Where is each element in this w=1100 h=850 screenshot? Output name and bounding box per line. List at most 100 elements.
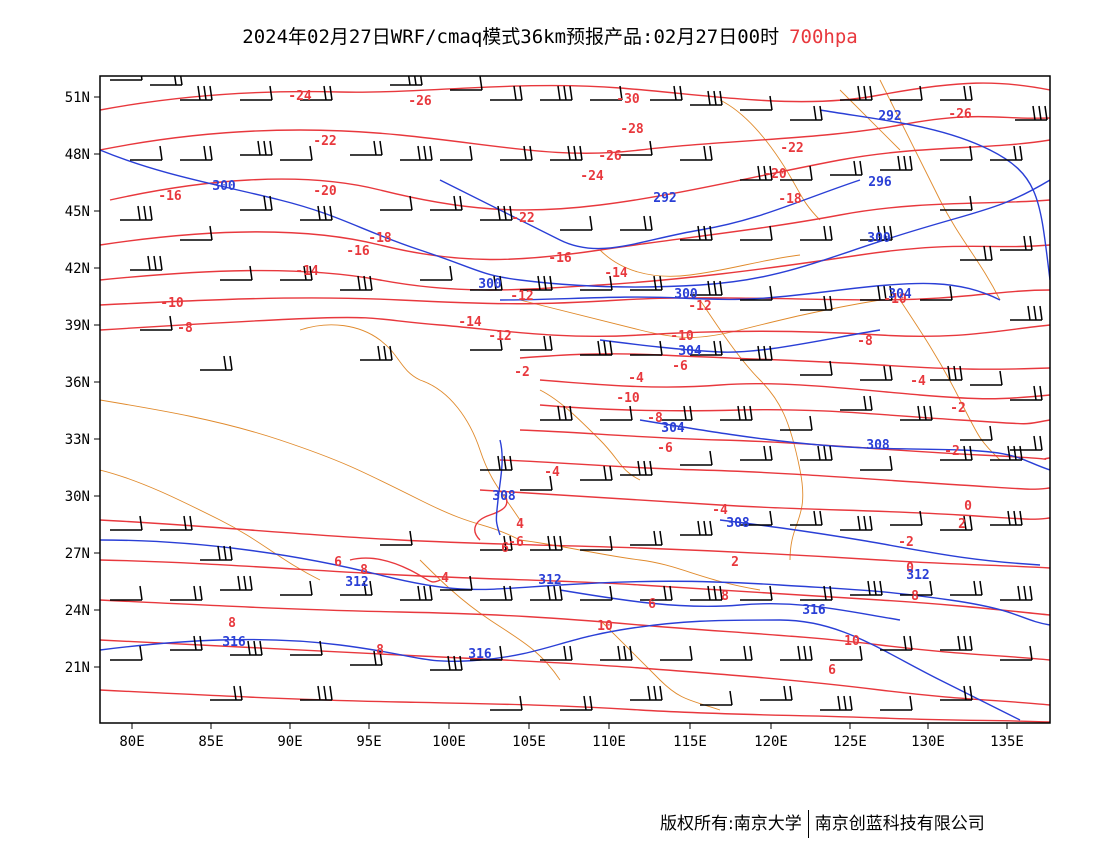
wind-barb bbox=[720, 405, 753, 421]
height-contour-line bbox=[100, 539, 1050, 626]
wind-barb bbox=[480, 455, 513, 471]
wind-barb bbox=[830, 160, 863, 176]
isotherm-line bbox=[349, 557, 441, 583]
isotherm-label: 0 bbox=[906, 561, 914, 576]
lat-label: 42N bbox=[65, 261, 90, 277]
wind-barb bbox=[690, 585, 723, 601]
isotherm-line bbox=[100, 115, 1050, 154]
wind-barb bbox=[740, 510, 773, 526]
wind-barb bbox=[940, 515, 973, 531]
wind-barb bbox=[540, 405, 573, 421]
isotherm-label: -10 bbox=[160, 296, 184, 311]
wind-barb bbox=[800, 295, 833, 311]
title-main: 2024年02月27日WRF/cmaq模式36km预报产品:02月27日00时 bbox=[242, 26, 780, 48]
wind-barb bbox=[1000, 585, 1033, 601]
wind-barb bbox=[800, 225, 833, 241]
wind-barb bbox=[470, 645, 503, 661]
height-label: 304 bbox=[661, 421, 685, 436]
isotherm-label: -24 bbox=[288, 89, 312, 104]
wind-barb bbox=[850, 580, 883, 596]
wind-barb bbox=[360, 345, 393, 361]
wind-barb bbox=[800, 360, 833, 376]
title-level: 700hpa bbox=[789, 26, 858, 48]
isotherm-label: -4 bbox=[628, 371, 644, 386]
isotherm-label: -4 bbox=[910, 374, 926, 389]
isotherm-label: -2 bbox=[898, 535, 914, 550]
height-contour-line bbox=[100, 149, 1050, 288]
wind-barb bbox=[240, 195, 273, 211]
wind-barb bbox=[580, 465, 613, 481]
copyright-footer: 版权所有:南京大学 南京创蓝科技有限公司 bbox=[660, 809, 985, 838]
wind-barb bbox=[740, 585, 773, 601]
axis-labels: 51N 48N 45N 42N 39N 36N 33N 30N 27N 24N 21N 80E 85E 9… bbox=[65, 90, 1024, 750]
wind-barb bbox=[280, 265, 313, 281]
wind-barb bbox=[630, 275, 663, 291]
wind-barb bbox=[600, 645, 633, 661]
isotherm-label: 6 bbox=[334, 555, 342, 570]
wind-barb bbox=[800, 445, 833, 461]
border-line bbox=[879, 79, 1001, 301]
border-line bbox=[599, 619, 721, 711]
map-frame bbox=[99, 75, 1051, 724]
height-labels: 300 292 296 300 300 300 304 304 308 308 308 312 312 3… bbox=[212, 109, 929, 662]
lat-label: 27N bbox=[65, 546, 90, 562]
wind-barb bbox=[470, 335, 503, 351]
isotherm-label: 10 bbox=[597, 619, 613, 634]
height-label: 300 bbox=[478, 277, 502, 292]
isotherm-label: -26 bbox=[408, 94, 432, 109]
isotherm-label: -2 bbox=[944, 444, 960, 459]
isotherm-label: -12 bbox=[488, 329, 511, 344]
wind-barb bbox=[680, 145, 713, 161]
height-label: 312 bbox=[538, 573, 561, 588]
wind-barb bbox=[340, 580, 373, 596]
lat-label: 33N bbox=[65, 432, 90, 448]
height-label: 308 bbox=[866, 438, 890, 453]
wind-barb bbox=[210, 685, 243, 701]
wind-barb bbox=[280, 145, 313, 161]
height-contour-line bbox=[499, 282, 1001, 301]
isotherm-label: -22 bbox=[511, 211, 534, 226]
wind-barb bbox=[680, 450, 713, 466]
wind-barb bbox=[1010, 435, 1043, 451]
lat-label: 45N bbox=[65, 204, 90, 220]
temperature-labels: -24 -26 -30-26-22-28-26-24-22-20-18-16 -20-… bbox=[158, 89, 972, 678]
wind-barb bbox=[960, 425, 993, 441]
wind-barb bbox=[230, 640, 263, 656]
wind-barb bbox=[580, 340, 613, 356]
isotherm-label: -14 bbox=[604, 266, 628, 281]
wind-barb bbox=[500, 145, 533, 161]
isotherm-line bbox=[100, 559, 1050, 616]
wind-barb bbox=[170, 635, 203, 651]
wind-barb bbox=[490, 85, 523, 101]
isotherm-label: -16 bbox=[158, 189, 182, 204]
isotherm-label: -2 bbox=[950, 401, 966, 416]
isotherm-line bbox=[539, 404, 1050, 425]
height-contour-line bbox=[719, 519, 1041, 566]
isotherm-label: 10 bbox=[844, 634, 860, 649]
wind-barb bbox=[940, 195, 973, 211]
height-label: 300 bbox=[674, 287, 698, 302]
lon-label: 85E bbox=[198, 734, 223, 750]
lon-label: 120E bbox=[754, 734, 788, 750]
wind-barb bbox=[590, 85, 623, 101]
wind-barb bbox=[940, 85, 973, 101]
wind-barb bbox=[840, 515, 873, 531]
wind-barb bbox=[690, 340, 723, 356]
wind-barb bbox=[300, 85, 333, 101]
isotherm-label: -28 bbox=[620, 122, 644, 137]
lon-label: 110E bbox=[592, 734, 626, 750]
height-label: 292 bbox=[878, 109, 901, 124]
wind-barb bbox=[800, 585, 833, 601]
height-contour-line bbox=[639, 419, 1050, 471]
wind-barb bbox=[880, 695, 913, 711]
wind-barb bbox=[940, 445, 973, 461]
wind-barb bbox=[600, 405, 633, 421]
wind-barb bbox=[380, 530, 413, 546]
wind-barb bbox=[690, 280, 723, 296]
border-line bbox=[899, 299, 1001, 461]
wind-barb bbox=[350, 140, 383, 156]
height-label: 296 bbox=[868, 175, 892, 190]
wind-barb bbox=[780, 165, 813, 181]
wind-barb bbox=[380, 195, 413, 211]
isotherm-line bbox=[539, 379, 1050, 400]
